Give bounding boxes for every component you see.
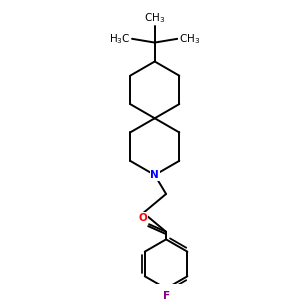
Text: F: F: [163, 291, 170, 300]
Text: CH$_3$: CH$_3$: [144, 11, 165, 25]
Text: N: N: [150, 170, 159, 180]
Text: H$_3$C: H$_3$C: [109, 32, 130, 46]
Text: CH$_3$: CH$_3$: [179, 32, 200, 46]
Text: O: O: [138, 213, 147, 223]
